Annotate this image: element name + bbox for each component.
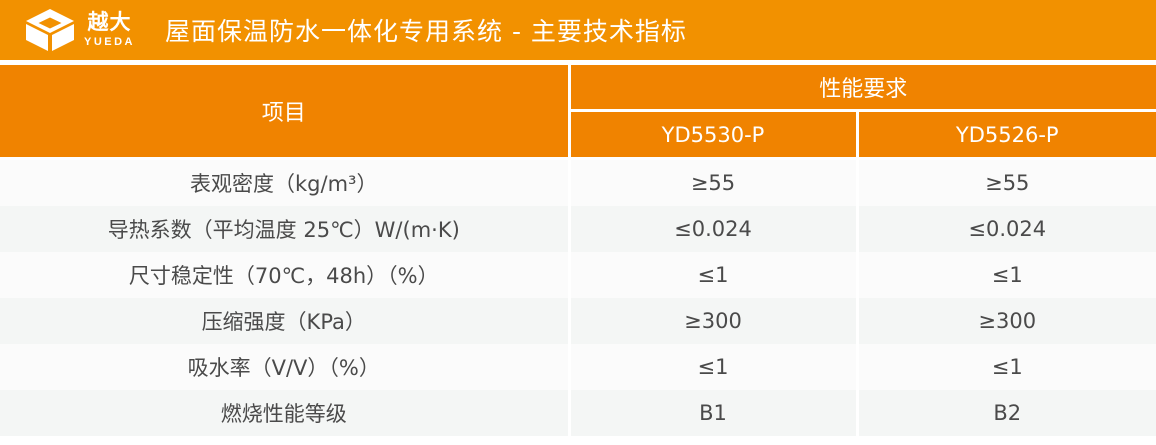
table-row: 燃烧性能等级 B1 B2 xyxy=(0,390,1156,436)
brand-name-en: YUEDA xyxy=(84,36,136,48)
cell-value-1-yd5526p: ≤0.024 xyxy=(857,206,1156,252)
page-title: 屋面保温防水一体化专用系统 - 主要技术指标 xyxy=(165,17,687,46)
cell-value-1-yd5530p: ≤0.024 xyxy=(569,206,859,252)
cell-value-4-yd5526p: ≤1 xyxy=(857,344,1156,390)
cell-value-2-yd5526p: ≤1 xyxy=(857,252,1156,298)
open-box-icon xyxy=(26,9,74,51)
column-header-yd5530p: YD5530-P xyxy=(569,110,859,160)
cell-item-1: 导热系数（平均温度 25℃）W/(m·K) xyxy=(0,206,571,252)
table-body: 表观密度（kg/m³） ≥55 ≥55 导热系数（平均温度 25℃）W/(m·K… xyxy=(0,158,1156,436)
cell-value-2-yd5530p: ≤1 xyxy=(569,252,859,298)
table-row: 吸水率（V/V）（%） ≤1 ≤1 xyxy=(0,344,1156,390)
cell-item-4: 吸水率（V/V）（%） xyxy=(0,344,571,390)
cell-value-3-yd5526p: ≥300 xyxy=(857,298,1156,344)
cell-value-0-yd5530p: ≥55 xyxy=(569,158,859,206)
cell-value-5-yd5530p: B1 xyxy=(569,390,859,436)
table-head: 项目 性能要求 YD5530-P YD5526-P xyxy=(0,65,1156,160)
cell-value-5-yd5526p: B2 xyxy=(857,390,1156,436)
table-header-row-models: YD5530-P YD5526-P xyxy=(0,110,1156,160)
cell-value-0-yd5526p: ≥55 xyxy=(857,158,1156,206)
column-header-item: 项目 xyxy=(0,65,571,160)
column-header-group: 性能要求 xyxy=(569,65,1156,112)
title-bar: 越大 YUEDA 屋面保温防水一体化专用系统 - 主要技术指标 xyxy=(0,0,1156,60)
cell-item-0: 表观密度（kg/m³） xyxy=(0,158,571,206)
cell-item-3: 压缩强度（KPa） xyxy=(0,298,571,344)
table-row: 压缩强度（KPa） ≥300 ≥300 xyxy=(0,298,1156,344)
title-table-divider xyxy=(0,60,1156,65)
table-header-row-group: 项目 性能要求 xyxy=(0,65,1156,160)
cell-item-2: 尺寸稳定性（70℃，48h）（%） xyxy=(0,252,571,298)
table-row: 导热系数（平均温度 25℃）W/(m·K) ≤0.024 ≤0.024 xyxy=(0,206,1156,252)
table-row: 尺寸稳定性（70℃，48h）（%） ≤1 ≤1 xyxy=(0,252,1156,298)
brand-wordmark: 越大 YUEDA xyxy=(84,12,135,48)
cell-value-4-yd5530p: ≤1 xyxy=(569,344,859,390)
brand-logo: 越大 YUEDA xyxy=(22,7,135,53)
table-row: 表观密度（kg/m³） ≥55 ≥55 xyxy=(0,158,1156,206)
spec-table: 项目 性能要求 YD5530-P YD5526-P 表观密度（kg/m³） ≥5… xyxy=(0,65,1156,436)
brand-name-cn: 越大 xyxy=(87,10,132,34)
column-header-yd5526p: YD5526-P xyxy=(857,110,1156,160)
cell-item-5: 燃烧性能等级 xyxy=(0,390,571,436)
cell-value-3-yd5530p: ≥300 xyxy=(569,298,859,344)
